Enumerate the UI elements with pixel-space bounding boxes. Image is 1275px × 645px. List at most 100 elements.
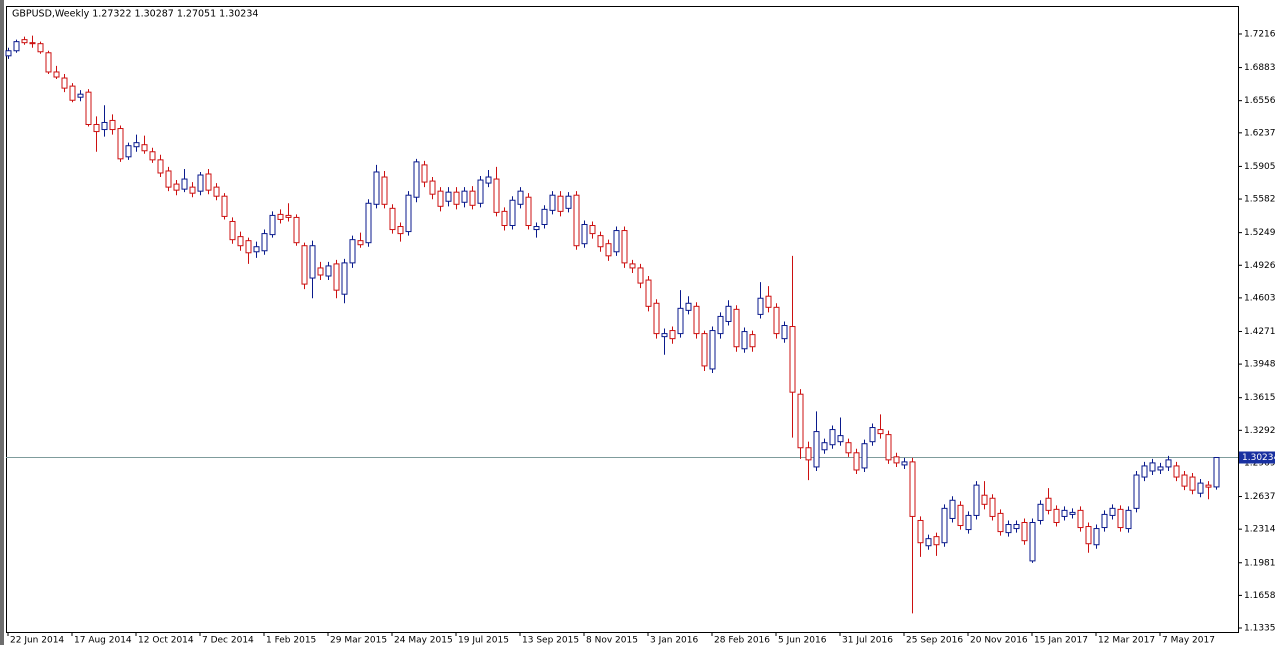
candle-body	[477, 179, 484, 204]
candle-body	[77, 93, 84, 98]
candle-body	[509, 199, 516, 227]
candle-body	[581, 223, 588, 245]
x-tick-label: 13 Sep 2015	[522, 636, 579, 645]
candle-body	[213, 186, 220, 197]
candle-body	[645, 279, 652, 307]
y-tick-label: 1.36155	[1244, 393, 1275, 403]
candle-body	[13, 41, 20, 52]
x-tick-label: 7 May 2017	[1162, 636, 1215, 645]
x-tick-label: 22 Jun 2014	[10, 636, 64, 645]
x-tick-label: 25 Sep 2016	[906, 636, 963, 645]
candle-body	[749, 334, 756, 348]
candle-body	[53, 71, 60, 78]
candle-body	[453, 191, 460, 205]
candle-body	[525, 196, 532, 227]
y-tick-label: 1.19815	[1244, 558, 1275, 568]
candle-body	[517, 190, 524, 205]
candle-body	[821, 442, 828, 451]
candle-body	[829, 429, 836, 446]
y-tick-label: 1.65560	[1244, 96, 1275, 106]
candle-body	[229, 220, 236, 241]
candle-body	[1149, 462, 1156, 472]
candle-body	[1165, 459, 1172, 468]
candle-body	[445, 191, 452, 202]
candle-body	[877, 429, 884, 435]
y-tick-label: 1.32925	[1244, 426, 1275, 436]
candle-body	[629, 263, 636, 269]
candle-body	[813, 431, 820, 468]
x-tick-label: 7 Dec 2014	[202, 636, 254, 645]
candle-body	[549, 194, 556, 211]
candle-body	[117, 128, 124, 160]
candle-body	[261, 233, 268, 252]
candle-body	[861, 443, 868, 469]
candle-body	[1173, 465, 1180, 478]
candle-body	[853, 452, 860, 471]
candle-body	[285, 214, 292, 218]
candle-body	[101, 121, 108, 131]
x-tick-label: 3 Jan 2016	[650, 636, 698, 645]
candle-body	[1021, 521, 1028, 542]
candle-body	[1189, 476, 1196, 491]
candle-body	[1077, 509, 1084, 529]
candle-body	[1157, 466, 1164, 471]
candle-body	[669, 330, 676, 340]
candle-body	[701, 333, 708, 367]
chart-title: GBPUSD,Weekly 1.27322 1.30287 1.27051 1.…	[12, 9, 258, 20]
candle-body	[357, 240, 364, 246]
candle-body	[309, 245, 316, 279]
candle-body	[589, 225, 596, 235]
y-tick-label: 1.13355	[1244, 624, 1275, 634]
candle-body	[93, 123, 100, 133]
candle-body	[341, 262, 348, 295]
candle-body	[653, 302, 660, 335]
y-tick-label: 1.55820	[1244, 195, 1275, 205]
candle-body	[1061, 509, 1068, 517]
candle-body	[1053, 508, 1060, 523]
x-tick-label: 24 May 2015	[394, 636, 453, 645]
candle-body	[389, 207, 396, 231]
x-tick-label: 5 Jun 2016	[778, 636, 827, 645]
candle-body	[397, 226, 404, 235]
candle-body	[197, 174, 204, 192]
candle-body	[1037, 503, 1044, 521]
candle-body	[533, 226, 540, 231]
y-tick-label: 1.46035	[1244, 293, 1275, 303]
candle-body	[469, 190, 476, 206]
candle-body	[685, 302, 692, 311]
candle-body	[893, 456, 900, 464]
candle-body	[845, 442, 852, 454]
x-tick-label: 12 Mar 2017	[1098, 636, 1155, 645]
candle-body	[949, 499, 956, 519]
candle-body	[885, 434, 892, 461]
candle-body	[661, 333, 668, 338]
candle-body	[757, 297, 764, 315]
candle-body	[1133, 474, 1140, 509]
candle-body	[781, 325, 788, 340]
x-tick-label: 8 Nov 2015	[586, 636, 638, 645]
candle-body	[933, 536, 940, 546]
candle-body	[301, 245, 308, 285]
candle-body	[613, 230, 620, 253]
candle-body	[29, 42, 36, 45]
candle-body	[941, 507, 948, 544]
candle-body	[21, 39, 28, 44]
candle-body	[957, 504, 964, 527]
y-tick-label: 1.59050	[1244, 162, 1275, 172]
candle-body	[157, 159, 164, 174]
candle-body	[429, 180, 436, 195]
x-tick-label: 29 Mar 2015	[330, 636, 387, 645]
candle-body	[221, 195, 228, 217]
candle-body	[1181, 474, 1188, 487]
candle-body	[413, 161, 420, 198]
y-tick-label: 1.62375	[1244, 128, 1275, 138]
y-tick-label: 1.26370	[1244, 492, 1275, 502]
candle-body	[253, 246, 260, 253]
candle-body	[909, 461, 916, 517]
candle-body	[1069, 511, 1076, 515]
candle-body	[637, 267, 644, 284]
candle-body	[1213, 457, 1220, 488]
candle-body	[925, 538, 932, 547]
candle-body	[565, 195, 572, 209]
